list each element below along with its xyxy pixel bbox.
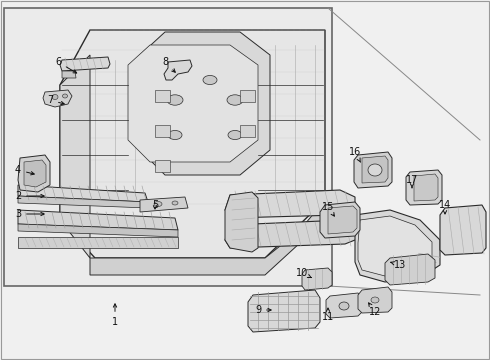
Text: 6: 6 [55, 57, 76, 73]
Polygon shape [358, 287, 392, 313]
Polygon shape [140, 197, 188, 212]
Ellipse shape [203, 76, 217, 85]
Bar [240, 125, 255, 137]
Polygon shape [358, 216, 432, 276]
Text: 14: 14 [439, 200, 451, 214]
Text: 8: 8 [162, 57, 175, 72]
Polygon shape [326, 293, 362, 318]
Ellipse shape [368, 164, 382, 176]
Text: 15: 15 [322, 202, 334, 216]
Bar [155, 160, 170, 172]
Polygon shape [18, 155, 50, 192]
Polygon shape [62, 71, 76, 78]
FancyBboxPatch shape [4, 8, 332, 286]
Polygon shape [18, 210, 178, 230]
Polygon shape [354, 152, 392, 188]
Polygon shape [248, 290, 320, 332]
Polygon shape [320, 202, 360, 238]
Polygon shape [362, 156, 388, 183]
Polygon shape [164, 60, 192, 80]
Polygon shape [60, 55, 90, 258]
Polygon shape [18, 185, 148, 202]
Polygon shape [128, 45, 258, 162]
Polygon shape [302, 268, 332, 290]
Ellipse shape [63, 94, 68, 98]
Text: 7: 7 [47, 95, 64, 105]
Text: 12: 12 [368, 303, 381, 317]
Ellipse shape [339, 302, 349, 310]
Text: 9: 9 [255, 305, 271, 315]
Polygon shape [385, 254, 435, 285]
Polygon shape [406, 170, 442, 205]
Text: 2: 2 [15, 191, 44, 201]
Polygon shape [140, 32, 270, 175]
Ellipse shape [168, 130, 182, 140]
Polygon shape [90, 200, 325, 275]
Polygon shape [60, 57, 110, 71]
Polygon shape [24, 160, 46, 187]
Polygon shape [328, 206, 357, 234]
Polygon shape [18, 196, 148, 208]
Ellipse shape [172, 201, 178, 205]
Text: 1: 1 [112, 304, 118, 327]
Ellipse shape [227, 95, 243, 105]
Text: 17: 17 [406, 175, 418, 188]
Ellipse shape [52, 94, 58, 99]
Bar [240, 90, 255, 102]
Polygon shape [60, 30, 325, 258]
Polygon shape [414, 174, 438, 201]
Ellipse shape [154, 202, 162, 207]
Text: 13: 13 [391, 260, 406, 270]
Text: 10: 10 [296, 268, 311, 278]
Polygon shape [43, 90, 72, 107]
Ellipse shape [167, 95, 183, 105]
Text: 3: 3 [15, 209, 44, 219]
Text: 11: 11 [322, 308, 334, 322]
Text: 4: 4 [15, 165, 34, 175]
Polygon shape [225, 190, 355, 218]
Bar [155, 90, 170, 102]
Bar [155, 125, 170, 137]
Polygon shape [225, 220, 360, 248]
Ellipse shape [371, 297, 379, 303]
Text: 16: 16 [349, 147, 361, 162]
Ellipse shape [228, 130, 242, 140]
Text: 5: 5 [152, 200, 158, 210]
Polygon shape [440, 205, 486, 255]
Polygon shape [355, 210, 440, 282]
Polygon shape [225, 192, 258, 252]
Polygon shape [18, 224, 178, 237]
Polygon shape [18, 237, 178, 248]
